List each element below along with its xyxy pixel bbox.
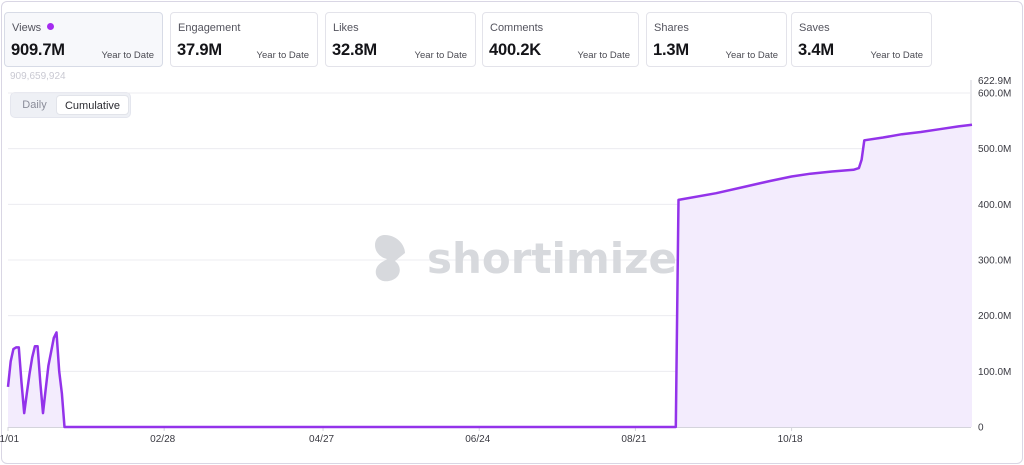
metric-label: Shares (654, 22, 689, 34)
y-tick-label: 400.0M (978, 200, 1011, 211)
active-series-dot (47, 23, 55, 30)
x-tick-label: 06/24 (465, 434, 490, 445)
x-tick-label: 08/21 (621, 434, 646, 445)
series (6, 123, 973, 429)
x-tick-label: 04/27 (309, 434, 334, 445)
metric-label: Comments (490, 22, 544, 34)
metric-period: Year to Date (577, 50, 630, 61)
metric-value: 1.3M (653, 41, 689, 59)
metric-card-shares[interactable]: Shares 1.3M Year to Date (646, 12, 787, 67)
metric-label: Likes (333, 22, 359, 34)
x-tick-label: 10/18 (778, 434, 803, 445)
metric-period: Year to Date (725, 50, 778, 61)
x-tick-label: 02/28 (150, 434, 175, 445)
toggle-cumulative[interactable]: Cumulative (56, 95, 129, 115)
y-tick-label: 500.0M (978, 144, 1011, 155)
metric-card-engagement[interactable]: Engagement 37.9M Year to Date (170, 12, 318, 67)
metric-card-likes[interactable]: Likes 32.8M Year to Date (325, 12, 476, 67)
metric-period: Year to Date (256, 50, 309, 61)
metric-card-views[interactable]: Views 909.7M Year to Date (4, 12, 163, 67)
metric-label: Saves (799, 22, 830, 34)
metric-value: 3.4M (798, 41, 834, 59)
series-line (6, 123, 973, 429)
y-tick-label: 300.0M (978, 256, 1011, 267)
metric-period: Year to Date (870, 50, 923, 61)
metric-value: 909.7M (11, 41, 65, 59)
metric-label: Engagement (178, 22, 241, 34)
y-tick-label: 100.0M (978, 367, 1011, 378)
y-max-label: 622.9M (978, 76, 1011, 87)
watermark: shortimize (375, 234, 677, 283)
metric-value: 37.9M (177, 41, 222, 59)
watermark-text: shortimize (427, 234, 677, 283)
x-tick-label: 01/01 (0, 434, 19, 445)
metric-card-comments[interactable]: Comments 400.2K Year to Date (482, 12, 639, 67)
metric-period: Year to Date (414, 50, 467, 61)
exact-views-count: 909,659,924 (10, 71, 66, 82)
metric-value: 400.2K (489, 41, 542, 59)
metric-value: 32.8M (332, 41, 377, 59)
metric-period: Year to Date (101, 50, 154, 61)
shortimize-logo-icon (375, 235, 405, 282)
y-tick-label: 600.0M (978, 89, 1011, 100)
y-tick-label: 0 (978, 423, 984, 434)
metric-label: Views (12, 22, 55, 34)
toggle-daily[interactable]: Daily (22, 99, 47, 111)
metric-card-saves[interactable]: Saves 3.4M Year to Date (791, 12, 932, 67)
series-area (8, 124, 972, 427)
y-tick-label: 200.0M (978, 311, 1011, 322)
